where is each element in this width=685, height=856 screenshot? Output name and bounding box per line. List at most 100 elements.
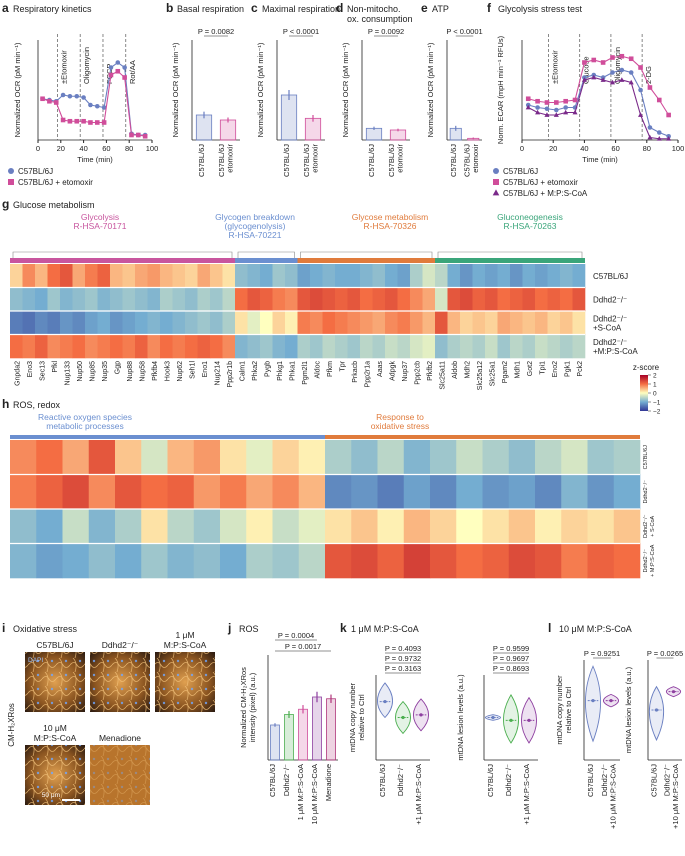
marker (666, 135, 672, 141)
injection-label: ±Etomoxir (59, 50, 68, 84)
marker (74, 93, 80, 99)
p-value: P = 0.9697 (493, 654, 529, 663)
heatmap-cell (456, 509, 483, 544)
heatmap-cell (310, 264, 323, 288)
marker (88, 120, 93, 125)
panel-letter: d (336, 1, 343, 15)
dendrogram (237, 251, 295, 258)
x-tick-label: Ddhd2⁻/⁻ (396, 764, 405, 796)
heatmap-cell (547, 287, 561, 312)
module-name: oxidative stress (371, 421, 430, 431)
heatmap-cell (197, 334, 211, 359)
row-label: + S-CoA (650, 515, 656, 536)
legend-label: C57BL/6J + etomoxir (18, 178, 93, 187)
heatmap-cell (335, 334, 348, 359)
heatmap-cell (472, 264, 486, 288)
injection-label: Oligomycin (82, 47, 91, 84)
row-label: Ddhd2⁻/⁻ (643, 480, 649, 504)
marker (88, 102, 93, 108)
x-tick-label: 40 (79, 144, 87, 153)
micrograph-texture (90, 652, 150, 712)
heatmap-cell (135, 264, 148, 288)
heatmap-cell (297, 264, 311, 288)
panel-letter: g (2, 197, 9, 211)
heatmap-cell (10, 311, 23, 335)
heatmap-cell (235, 334, 248, 359)
column-label: Slc25a12 (477, 361, 484, 390)
heatmap-cell (397, 264, 411, 288)
heatmap-cell (482, 509, 510, 544)
heatmap-cell (372, 264, 386, 288)
marker (628, 56, 634, 62)
heatmap-cell (62, 440, 90, 475)
x-tick-label: 20 (57, 144, 65, 153)
heatmap-cell (298, 474, 326, 510)
y-axis-label: mtDNA lesion levels (a.u.) (624, 666, 633, 753)
x-tick-label: Menadione (324, 764, 333, 801)
heatmap-cell (410, 264, 423, 288)
heatmap-cell (351, 509, 378, 544)
panel-letter: l (548, 621, 551, 635)
column-label: Slc25a1 (489, 361, 496, 386)
heatmap-cell (422, 287, 436, 312)
heatmap-cell (351, 543, 378, 579)
heatmap-cell (587, 474, 615, 510)
column-label: Pfkl (52, 361, 59, 373)
x-tick-label: Ddhd2⁻/⁻ (282, 764, 291, 796)
marker (647, 85, 653, 90)
series-line (527, 76, 669, 140)
column-label: Aldoc (314, 361, 321, 379)
series-line (42, 70, 146, 137)
marker (81, 95, 86, 100)
column-label: Ppp2r1b (227, 361, 234, 388)
heatmap-cell (510, 311, 523, 335)
heatmap-cell (385, 311, 398, 335)
p-value: P = 0.0004 (278, 631, 314, 640)
x-tick-label: C57BL/6J (282, 144, 291, 177)
marker (129, 132, 134, 138)
mean-bar (270, 724, 280, 761)
heatmap-cell (510, 264, 523, 288)
x-tick-label: C57BL/6J (197, 144, 206, 177)
heatmap-cell (141, 509, 168, 544)
heatmap-cell (85, 334, 98, 359)
heatmap-cell (115, 509, 142, 544)
heatmap-cell (235, 311, 248, 335)
heatmap-cell (351, 440, 378, 475)
heatmap-cell (397, 287, 411, 312)
p-value: P < 0.0001 (446, 27, 482, 36)
heatmap-cell (430, 509, 457, 544)
heatmap-cell (572, 311, 586, 335)
heatmap-cell (110, 334, 123, 359)
heatmap-cell (472, 334, 486, 359)
x-tick-label: Ddhd2⁻/⁻ (663, 764, 672, 796)
panel-title: Respiratory kinetics (13, 4, 92, 14)
x-tick-label: etomoxir (226, 144, 235, 173)
heatmap-cell (47, 311, 61, 335)
heatmap-cell (272, 311, 286, 335)
heatmap-cell (193, 474, 221, 510)
heatmap-cell (572, 334, 586, 359)
heatmap-cell (403, 509, 431, 544)
heatmap-cell (285, 334, 298, 359)
heatmap-cell (247, 334, 261, 359)
heatmap-cell (360, 264, 373, 288)
marker (638, 112, 644, 117)
marker (493, 179, 499, 185)
heatmap-cell (410, 287, 423, 312)
heatmap-cell (47, 264, 61, 288)
colorbar-tick-label: 2 (653, 373, 657, 380)
legend-label: C57BL/6J + M:P:S-CoA (503, 189, 588, 198)
marker (619, 77, 625, 82)
marker (647, 125, 653, 130)
x-tick-label: 10 μM M:P:S-CoA (310, 764, 319, 825)
marker (47, 98, 52, 104)
heatmap-cell (510, 287, 523, 312)
heatmap-cell (185, 287, 198, 312)
heatmap-cell (397, 311, 411, 335)
marker (582, 60, 587, 65)
heatmap-cell (62, 509, 90, 544)
median-dot (419, 713, 423, 717)
column-label: Hook3 (164, 361, 171, 381)
marker (610, 70, 615, 75)
